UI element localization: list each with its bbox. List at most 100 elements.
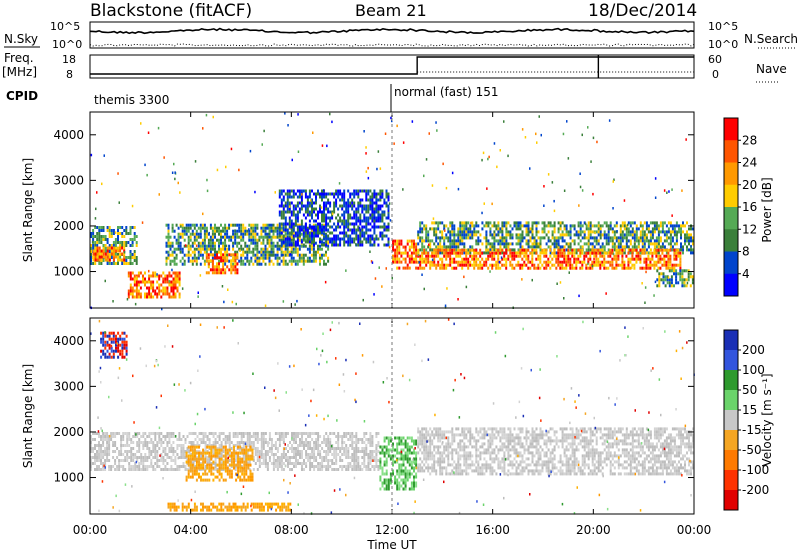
heatmap-cell <box>258 438 261 441</box>
heatmap-cell <box>323 253 325 257</box>
heatmap-cell <box>609 227 612 231</box>
heatmap-cell <box>117 226 119 229</box>
heatmap-cell <box>505 263 508 267</box>
heatmap-cell <box>125 244 128 247</box>
heatmap-cell <box>663 257 666 261</box>
heatmap-cell <box>353 195 356 199</box>
heatmap-cell <box>162 435 165 438</box>
heatmap-noise <box>491 202 493 206</box>
heatmap-cell <box>325 465 328 468</box>
heatmap-cell <box>315 219 317 223</box>
heatmap-cell <box>187 241 190 245</box>
heatmap-cell <box>209 235 212 239</box>
heatmap-noise <box>370 260 373 263</box>
heatmap-cell <box>627 257 630 261</box>
heatmap-cell <box>295 441 297 444</box>
heatmap-cell <box>187 250 190 254</box>
freq-scale-bottom: 8 <box>66 68 73 81</box>
heatmap-cell <box>218 232 220 236</box>
heatmap-cell <box>437 242 440 246</box>
heatmap-cell <box>133 259 136 262</box>
heatmap-cell <box>96 244 99 247</box>
heatmap-cell <box>345 204 348 208</box>
heatmap-cell <box>357 228 360 232</box>
heatmap-cell <box>485 221 488 225</box>
heatmap-cell <box>509 233 512 237</box>
heatmap-cell <box>98 432 100 435</box>
heatmap-cell <box>343 231 346 235</box>
heatmap-cell <box>162 450 165 453</box>
heatmap-cell <box>252 447 255 450</box>
heatmap-cell <box>169 241 172 245</box>
heatmap-cell <box>264 441 267 444</box>
heatmap-cell <box>268 438 271 441</box>
heatmap-cell <box>144 459 147 462</box>
heatmap-cell <box>394 248 397 252</box>
heatmap-cell <box>533 245 536 249</box>
heatmap-cell <box>680 224 682 228</box>
heatmap-cell <box>457 251 460 255</box>
heatmap-cell <box>287 465 289 468</box>
heatmap-cell <box>645 248 648 252</box>
heatmap-cell <box>166 280 169 284</box>
heatmap-cell <box>272 247 275 251</box>
heatmap-cell <box>301 453 303 456</box>
heatmap-cell <box>198 432 201 435</box>
heatmap-cell <box>688 242 690 246</box>
heatmap-cell <box>413 245 415 249</box>
heatmap-cell <box>174 459 177 462</box>
heatmap-cell <box>180 453 183 456</box>
heatmap-cell <box>533 266 536 270</box>
heatmap-cell <box>377 219 380 223</box>
heatmap-cell <box>156 465 159 468</box>
heatmap-cell <box>156 286 159 290</box>
heatmap-cell <box>569 242 572 246</box>
heatmap-cell <box>98 232 101 235</box>
heatmap-cell <box>152 286 155 290</box>
heatmap-cell <box>495 251 498 255</box>
heatmap-cell <box>222 259 225 263</box>
heatmap-cell <box>341 231 344 235</box>
heatmap-cell <box>425 230 428 234</box>
heatmap-cell <box>276 432 279 435</box>
heatmap-cell <box>308 250 311 254</box>
heatmap-cell <box>180 447 183 450</box>
heatmap-cell <box>282 462 285 465</box>
heatmap-cell <box>114 253 117 256</box>
heatmap-cell <box>437 227 440 231</box>
heatmap-cell <box>278 225 281 229</box>
heatmap-cell <box>191 250 194 254</box>
heatmap-cell <box>284 204 287 208</box>
heatmap-cell <box>361 204 364 208</box>
heatmap-cell <box>579 260 582 264</box>
heatmap-cell <box>503 257 506 261</box>
heatmap-cell <box>272 462 275 465</box>
heatmap-cell <box>311 210 313 214</box>
heatmap-cell <box>276 262 279 266</box>
heatmap-cell <box>513 224 516 228</box>
heatmap-noise <box>644 286 647 289</box>
heatmap-cell <box>171 253 174 257</box>
heatmap-cell <box>563 245 566 249</box>
heatmap-cell <box>193 235 196 239</box>
heatmap-cell <box>365 198 368 202</box>
heatmap-cell <box>523 254 526 258</box>
heatmap-cell <box>168 447 171 450</box>
heatmap-cell <box>517 260 520 264</box>
heatmap-cell <box>396 254 399 258</box>
heatmap-cell <box>577 254 580 258</box>
heatmap-cell <box>172 435 175 438</box>
heatmap-cell <box>160 468 163 471</box>
heatmap-cell <box>471 221 474 225</box>
heatmap-cell <box>270 444 273 447</box>
heatmap-cell <box>575 230 578 234</box>
heatmap-cell <box>651 242 654 246</box>
heatmap-cell <box>98 447 100 450</box>
heatmap-cell <box>262 441 265 444</box>
heatmap-cell <box>437 248 440 252</box>
heatmap-cell <box>633 242 636 246</box>
heatmap-cell <box>280 250 283 254</box>
heatmap-cell <box>669 242 672 246</box>
heatmap-cell <box>469 233 472 237</box>
heatmap-cell <box>487 266 490 270</box>
